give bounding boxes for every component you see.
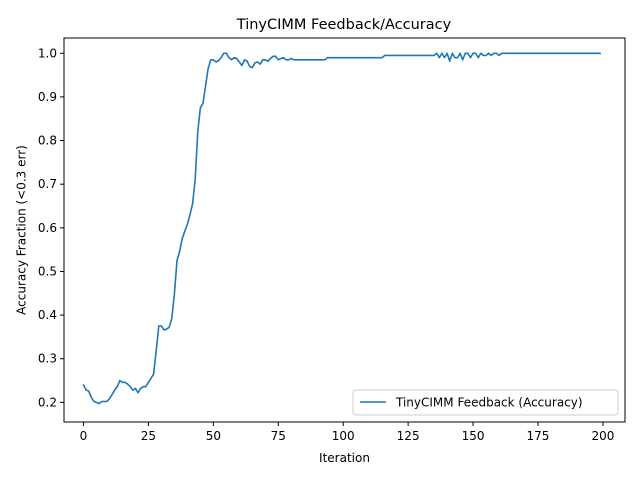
x-tick-label: 75 bbox=[271, 429, 286, 443]
x-tick-label: 200 bbox=[591, 429, 614, 443]
legend-box bbox=[352, 389, 619, 416]
x-axis-label: Iteration bbox=[319, 451, 370, 465]
y-tick-label: 0.7 bbox=[38, 177, 57, 191]
y-tick-label: 0.6 bbox=[38, 221, 57, 235]
legend: TinyCIMM Feedback (Accuracy) bbox=[352, 389, 619, 416]
y-tick-label: 0.5 bbox=[38, 264, 57, 278]
y-tick-label: 0.2 bbox=[38, 395, 57, 409]
y-tick-label: 0.8 bbox=[38, 134, 57, 148]
x-tick-label: 150 bbox=[462, 429, 485, 443]
x-tick-label: 175 bbox=[527, 429, 550, 443]
axes-frame bbox=[63, 37, 626, 423]
x-axis-ticks: 0 25 50 75 100 125 150 175 200 bbox=[80, 422, 614, 443]
series-line bbox=[82, 52, 602, 405]
y-tick-label: 0.4 bbox=[38, 308, 57, 322]
y-tick-label: 0.3 bbox=[38, 352, 57, 366]
x-tick-label: 25 bbox=[141, 429, 156, 443]
plot-area bbox=[82, 52, 602, 405]
y-tick-label: 1.0 bbox=[38, 46, 57, 60]
y-axis-ticks: 0.2 0.3 0.4 0.5 0.6 0.7 0.8 0.9 1.0 bbox=[38, 46, 64, 409]
y-axis-label: Accuracy Fraction (<0.3 err) bbox=[15, 145, 29, 315]
y-tick-label: 0.9 bbox=[38, 90, 57, 104]
x-tick-label: 50 bbox=[206, 429, 221, 443]
x-tick-label: 100 bbox=[332, 429, 355, 443]
x-tick-label: 125 bbox=[397, 429, 420, 443]
x-tick-label: 0 bbox=[80, 429, 88, 443]
chart-title: TinyCIMM Feedback/Accuracy bbox=[236, 17, 452, 33]
legend-label: TinyCIMM Feedback (Accuracy) bbox=[395, 396, 583, 410]
